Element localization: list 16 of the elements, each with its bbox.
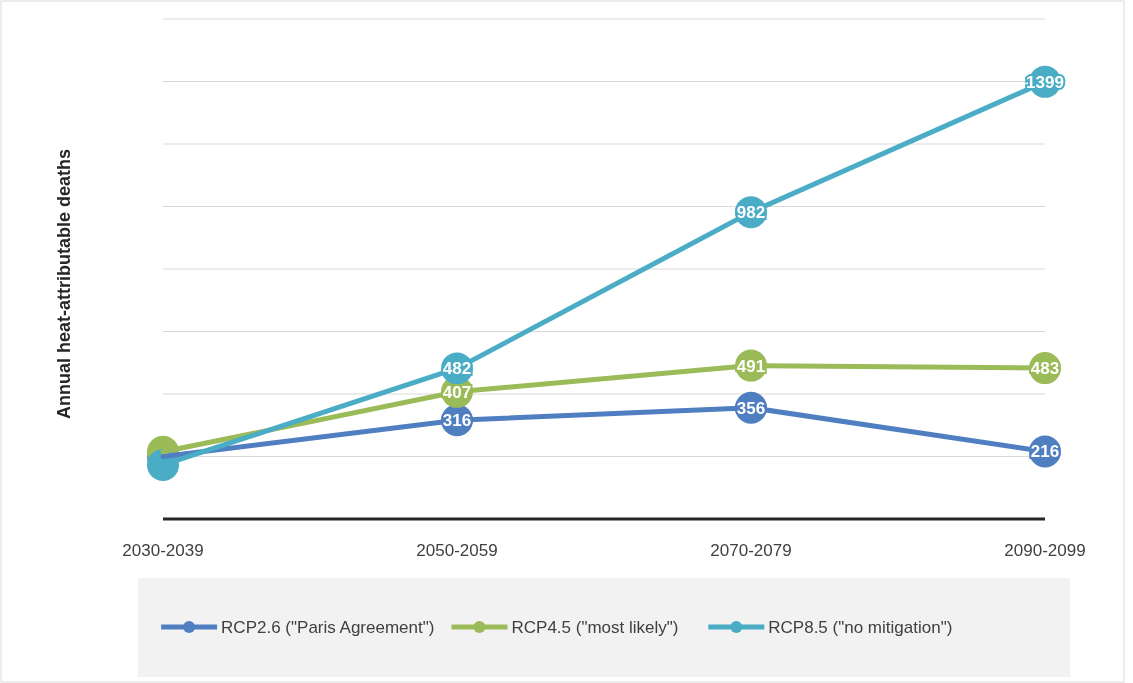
x-tick-label: 2070-2079	[710, 541, 792, 560]
legend-label: RCP4.5 ("most likely")	[511, 617, 679, 637]
data-label: 356	[736, 398, 766, 418]
x-tick-label: 2090-2099	[1004, 541, 1086, 560]
data-label: 216	[1030, 442, 1060, 462]
y-axis-title: Annual heat-attributable deaths	[54, 148, 74, 420]
legend-label: RCP2.6 ("Paris Agreement")	[221, 617, 435, 637]
x-tick-label: 2050-2059	[416, 541, 498, 560]
legend-label: RCP8.5 ("no mitigation")	[768, 617, 953, 637]
x-tick-label: 2030-2039	[122, 541, 204, 560]
data-label: 483	[1030, 359, 1060, 379]
data-label: 982	[736, 203, 766, 223]
data-label: 491	[736, 356, 766, 376]
data-label: 482	[442, 359, 472, 379]
data-label: 316	[442, 411, 472, 431]
data-label: 407	[442, 382, 472, 402]
